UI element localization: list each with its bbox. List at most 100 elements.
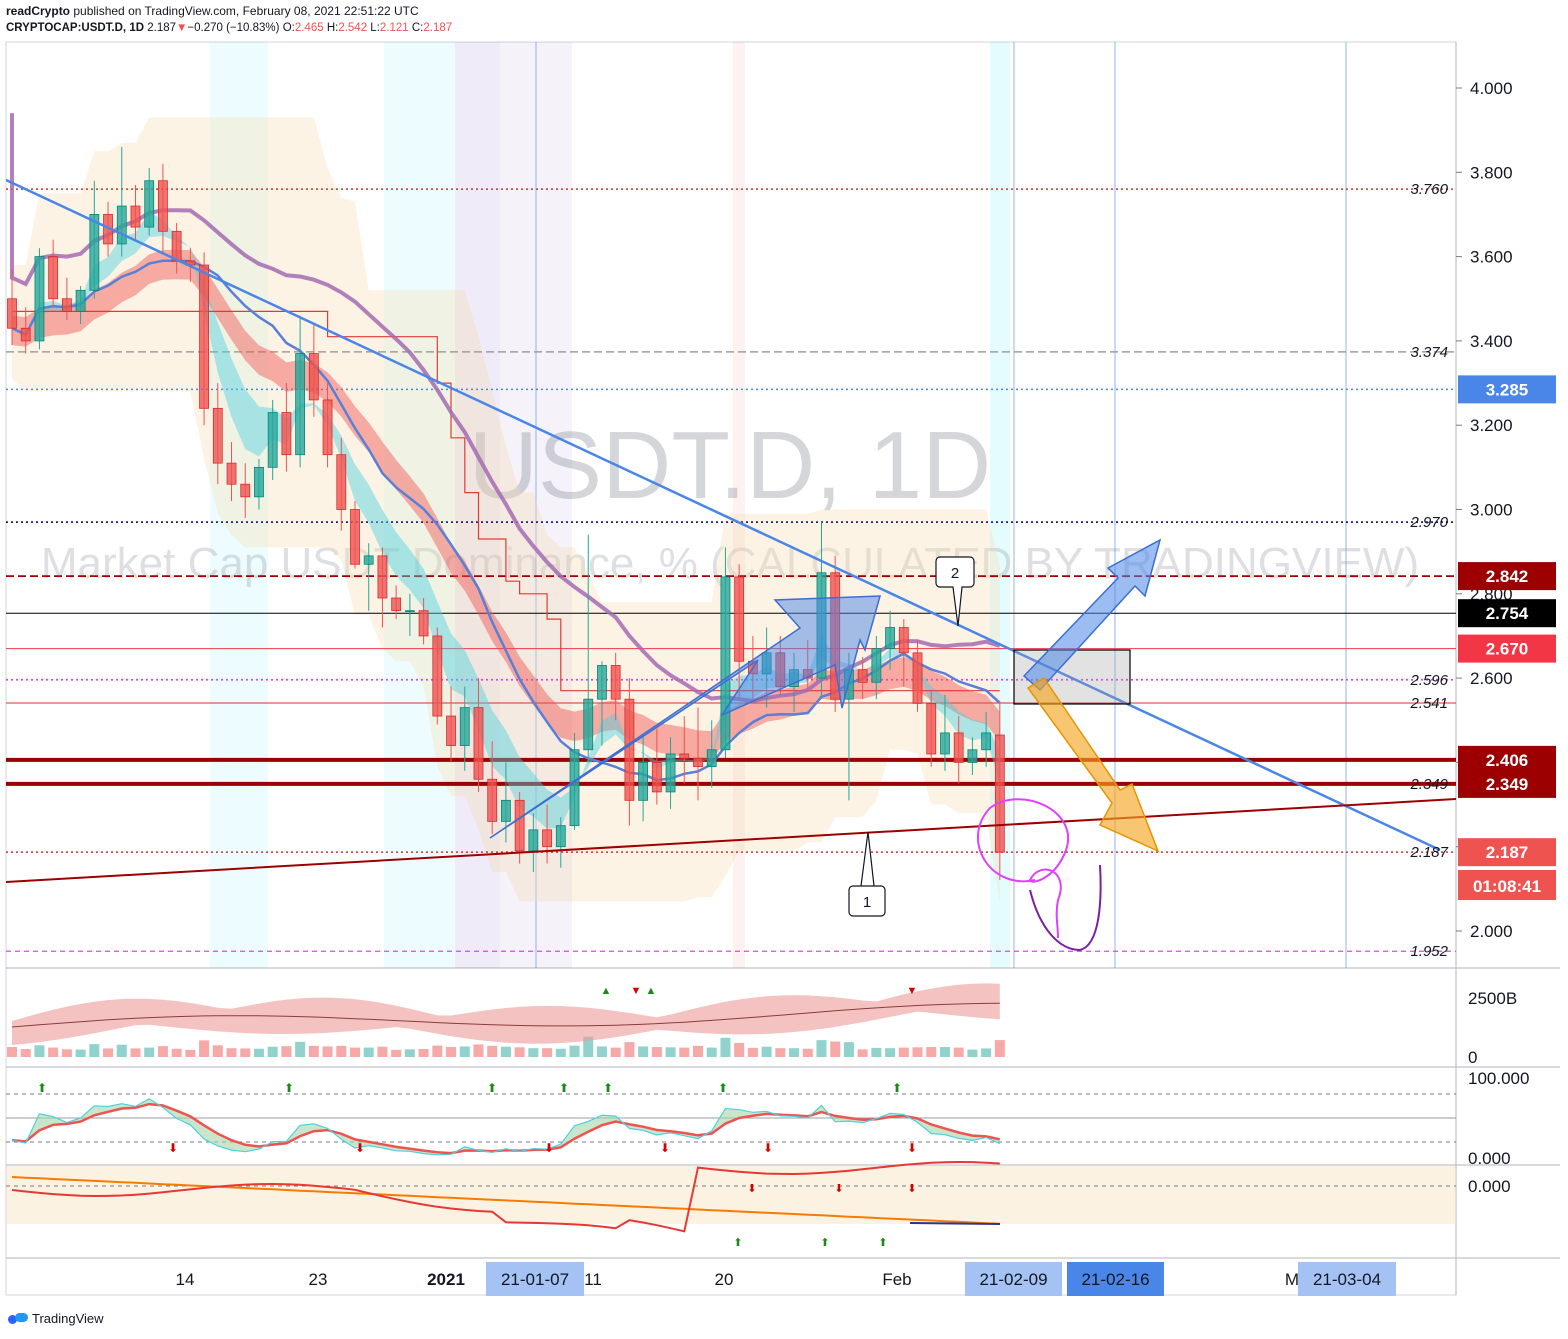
watermark-symbol: USDT.D, 1D — [469, 412, 992, 519]
candle-body — [34, 256, 45, 342]
symbol-label[interactable]: CRYPTOCAP:USDT.D, 1D — [6, 22, 145, 34]
volume-bar — [404, 1049, 415, 1057]
bottom-red-line — [11, 1160, 1000, 1233]
volume-bar — [432, 1045, 443, 1057]
osc-up-marker: ⬆ — [892, 1081, 902, 1095]
volume-bar — [596, 1046, 607, 1057]
bottom-shaded-zone — [6, 1166, 1456, 1224]
osc-up-marker: ⬆ — [559, 1081, 569, 1095]
osc-down-marker: ⬇ — [168, 1141, 178, 1155]
volume-bar — [953, 1047, 964, 1057]
time-tick-label: 14 — [176, 1270, 195, 1289]
volume-tick-label: 0 — [1468, 1048, 1477, 1067]
candle-body — [336, 454, 347, 510]
price-tag-label: 2.349 — [1486, 775, 1529, 794]
volume-bar — [665, 1047, 676, 1057]
volume-bar — [295, 1041, 306, 1057]
candle-body — [158, 180, 168, 232]
volume-bar — [693, 1045, 703, 1057]
highlighted-date-label: 21-02-09 — [979, 1270, 1047, 1289]
price-tick-label: 3.600 — [1470, 248, 1513, 267]
volume-bar — [473, 1044, 484, 1057]
candle-body — [350, 509, 360, 565]
candle-body — [624, 698, 635, 801]
candle-body — [75, 289, 86, 312]
volume-bar — [75, 1049, 86, 1057]
price-tag — [1458, 634, 1556, 663]
candle-body — [981, 732, 992, 751]
bottom-up-marker: ⬆ — [733, 1237, 742, 1249]
oscillator-pane: ⬆ ⬆ ⬆ ⬆ ⬆ ⬆ ⬆ ⬇ ⬇ ⬇ ⬇ ⬇ ⬇ 100.000 0.000 — [6, 1069, 1529, 1168]
horizontal-levels — [6, 188, 1456, 952]
footer: TradingView — [8, 1311, 104, 1326]
volume-bar — [171, 1048, 182, 1057]
price-tag — [1458, 375, 1556, 404]
chart-header: readCrypto published on TradingView.com,… — [6, 3, 1106, 36]
price-tag — [1458, 769, 1556, 798]
volume-bar — [802, 1048, 813, 1057]
price-tag-label: 2.406 — [1486, 751, 1529, 770]
volume-bar — [487, 1045, 498, 1057]
bottom-up-marker: ⬆ — [878, 1237, 887, 1249]
volume-bar — [391, 1049, 402, 1057]
candle-body — [967, 749, 978, 763]
price-tag-label: 2.670 — [1486, 640, 1529, 659]
volume-tick-label: 2500B — [1468, 989, 1517, 1008]
level-label: 2.596 — [1409, 672, 1448, 689]
osc-tick-label: 100.000 — [1468, 1069, 1529, 1088]
volume-bar — [789, 1048, 800, 1057]
volume-bar — [679, 1047, 690, 1057]
bottom-up-marker: ⬆ — [820, 1237, 829, 1249]
candle-body — [267, 412, 278, 468]
highlighted-date-tag — [1298, 1262, 1396, 1296]
candle-body — [89, 214, 100, 291]
candle-body — [171, 230, 182, 262]
volume-bar — [981, 1048, 992, 1057]
volume-bar — [843, 1042, 854, 1057]
candle-body — [322, 399, 333, 456]
price-tick-label: 3.200 — [1470, 416, 1513, 435]
candle-body — [254, 466, 264, 498]
volume-average-line — [11, 1002, 1000, 1028]
bottom-orange-line — [11, 1176, 1000, 1225]
price-tag-label: 2.187 — [1486, 843, 1529, 862]
candle-body — [528, 829, 539, 852]
volume-bar — [857, 1049, 868, 1057]
candle-body — [418, 610, 429, 637]
candle-body — [734, 576, 745, 662]
volume-bar — [199, 1040, 210, 1057]
volume-bar — [103, 1048, 114, 1057]
volume-bar — [967, 1049, 978, 1057]
footer-brand[interactable]: TradingView — [32, 1311, 104, 1326]
stochastic-k-line — [11, 1098, 1001, 1156]
time-tick-label: 11 — [584, 1270, 602, 1289]
time-axis[interactable]: 14 23 2021 11 20 Feb M 21-01-07 21-02-09 21-02-16… — [176, 1262, 1396, 1296]
candle-body — [144, 180, 155, 228]
candle-body — [597, 665, 607, 700]
candle-body — [48, 256, 59, 300]
price-tag — [1458, 745, 1556, 774]
price-tag-label: 2.842 — [1486, 567, 1529, 586]
candle-body — [706, 749, 717, 768]
candle-body — [432, 635, 443, 717]
candle-body — [912, 652, 923, 704]
price-tag — [1458, 562, 1556, 591]
publisher-name[interactable]: readCrypto — [6, 4, 71, 18]
price-axis[interactable]: 4.0003.8003.6003.4003.2003.0002.8002.600… — [1456, 79, 1513, 941]
volume-bar — [89, 1044, 100, 1057]
publish-info: readCrypto published on TradingView.com,… — [6, 3, 1106, 20]
volume-bar — [734, 1042, 745, 1057]
osc-up-marker: ⬆ — [37, 1081, 47, 1095]
candle-body — [199, 264, 209, 409]
volume-signal-marker: ▼ — [907, 985, 918, 997]
volume-bar — [761, 1046, 772, 1057]
candle-body — [555, 825, 566, 848]
osc-tick-label: 0.000 — [1468, 1149, 1511, 1168]
volume-bar — [446, 1047, 457, 1057]
tradingview-logo-icon — [8, 1312, 28, 1325]
osc-up-marker: ⬆ — [487, 1081, 497, 1095]
volume-bar — [500, 1046, 511, 1057]
highlighted-date-label: 21-01-07 — [501, 1270, 569, 1289]
high-value: 2.542 — [338, 22, 368, 34]
